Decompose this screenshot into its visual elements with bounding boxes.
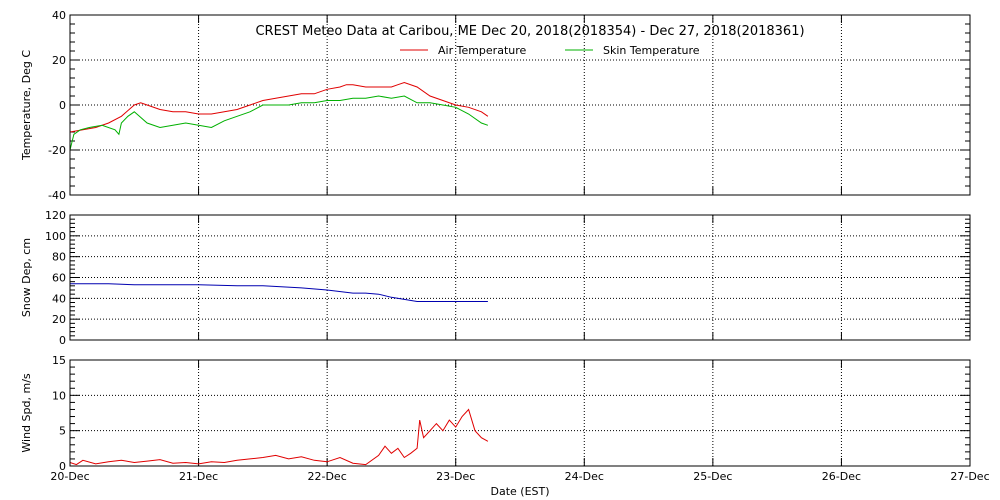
series-line (69, 408, 489, 466)
y-tick-label: 5 (59, 425, 66, 438)
y-tick-label: 0 (59, 334, 66, 347)
y-axis-title: Temperature, Deg C (20, 50, 33, 161)
y-tick-label: 120 (45, 209, 66, 222)
x-tick-label: 24-Dec (565, 470, 604, 483)
x-tick-label: 23-Dec (436, 470, 475, 483)
x-tick-label: 22-Dec (308, 470, 347, 483)
y-tick-label: 80 (52, 251, 66, 264)
series-line (70, 283, 488, 302)
y-axis-title: Snow Dep, cm (20, 238, 33, 317)
y-tick-label: 20 (52, 313, 66, 326)
y-tick-label: 100 (45, 230, 66, 243)
y-tick-label: 15 (52, 354, 66, 367)
y-tick-label: 10 (52, 389, 66, 402)
x-tick-label: 20-Dec (50, 470, 89, 483)
y-tick-label: 20 (52, 54, 66, 67)
legend-label: Air Temperature (438, 44, 527, 57)
panel-frame (69, 359, 971, 467)
y-tick-label: 60 (52, 272, 66, 285)
y-tick-label: -40 (48, 189, 66, 202)
x-tick-label: 25-Dec (693, 470, 732, 483)
y-tick-label: 40 (52, 292, 66, 305)
x-tick-label: 26-Dec (822, 470, 861, 483)
legend-label: Skin Temperature (603, 44, 700, 57)
series-line (69, 95, 489, 151)
x-tick-label: 27-Dec (950, 470, 989, 483)
y-tick-label: -20 (48, 144, 66, 157)
y-tick-label: 40 (52, 9, 66, 22)
y-tick-label: 0 (59, 99, 66, 112)
chart-title: CREST Meteo Data at Caribou, ME Dec 20, … (255, 24, 804, 39)
y-tick-label: 0 (59, 460, 66, 473)
panel-frame (69, 214, 971, 341)
x-tick-label: 21-Dec (179, 470, 218, 483)
panel-frame (69, 14, 971, 196)
series-line (69, 81, 489, 133)
y-axis-title: Wind Spd, m/s (20, 373, 33, 453)
x-axis-title: Date (EST) (490, 485, 549, 498)
